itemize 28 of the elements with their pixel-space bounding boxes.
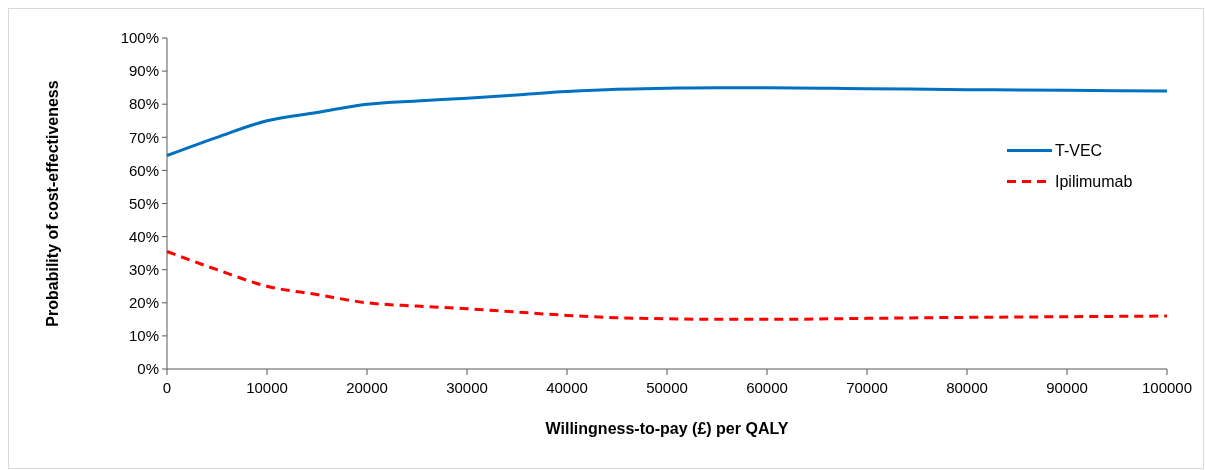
x-tick-label: 80000: [946, 379, 988, 396]
x-tick-label: 60000: [746, 379, 788, 396]
x-tick-label: 20000: [346, 379, 388, 396]
y-tick-label: 10%: [128, 327, 159, 345]
y-tick-label: 60%: [128, 161, 159, 179]
y-axis-title: Probability of cost-effectiveness: [44, 80, 61, 327]
y-tick-label: 90%: [128, 62, 159, 80]
y-tick-label: 80%: [128, 95, 159, 113]
y-tick-label: 40%: [128, 227, 159, 245]
x-tick-label: 70000: [846, 379, 888, 396]
y-tick-label: 100%: [120, 29, 159, 47]
x-tick-label: 30000: [446, 379, 488, 396]
y-tick-label: 70%: [128, 128, 159, 146]
line-series: [165, 250, 1169, 321]
x-tick-label: 0: [162, 379, 172, 396]
x-tick-label: 40000: [546, 379, 588, 396]
x-axis-title: Willingness-to-pay (£) per QALY: [545, 420, 789, 437]
x-tick-label: 100000: [1141, 379, 1193, 396]
x-tick-label: 10000: [246, 379, 288, 396]
legend-label: T-VEC: [1055, 142, 1103, 160]
line-series: [165, 86, 1169, 158]
legend-label: Ipilimumab: [1055, 173, 1133, 191]
y-tick-label: 0%: [137, 360, 159, 378]
y-tick-label: 50%: [128, 194, 159, 212]
x-tick-label: 50000: [646, 379, 688, 396]
y-tick-label: 20%: [128, 294, 159, 312]
x-tick-label: 90000: [1046, 379, 1088, 396]
y-tick-label: 30%: [128, 260, 159, 278]
